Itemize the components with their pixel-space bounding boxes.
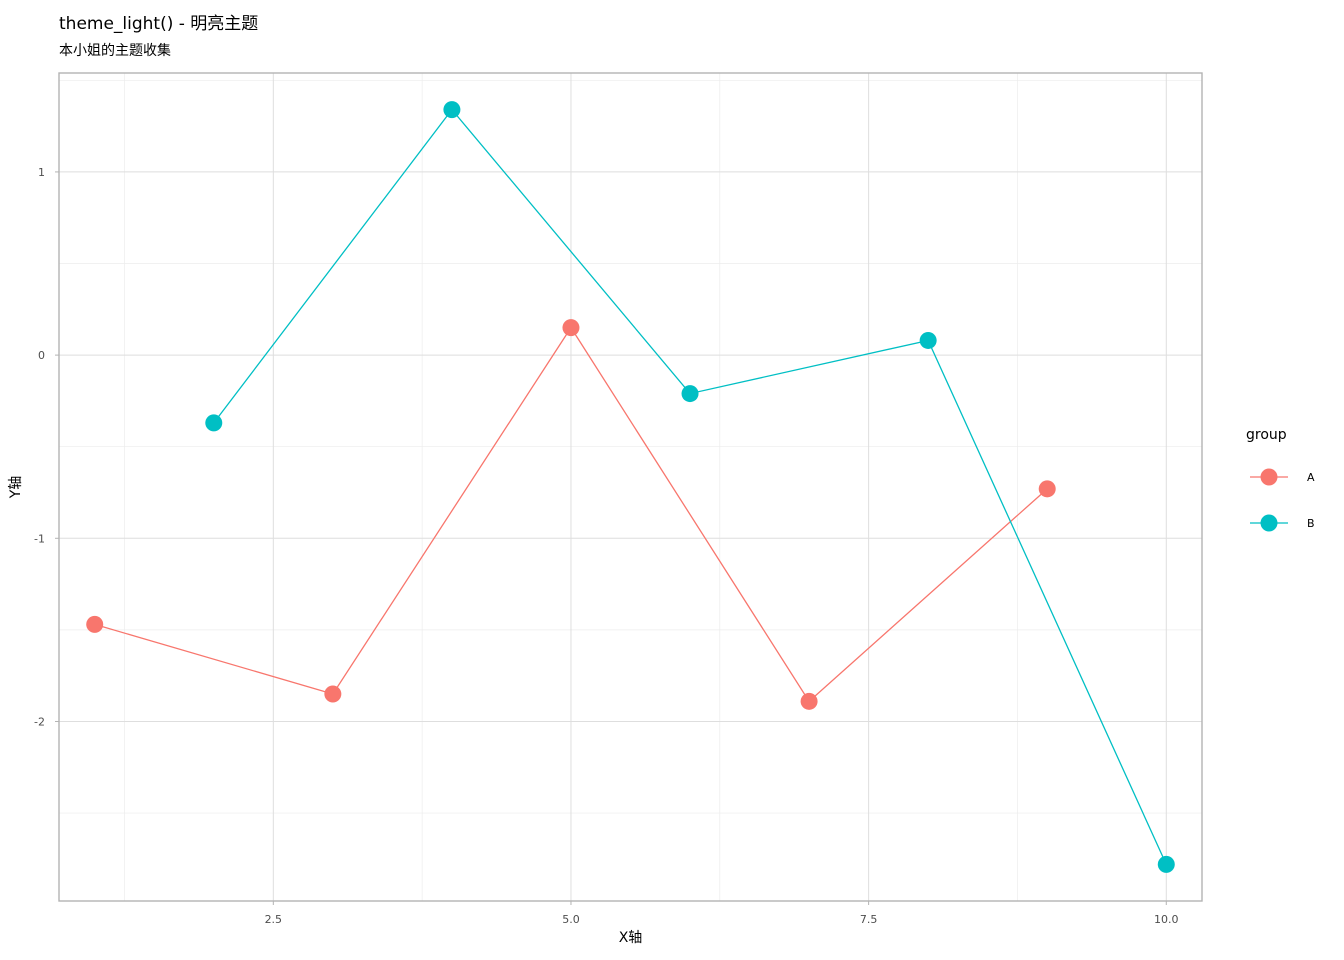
legend: group A B xyxy=(1246,427,1315,532)
data-point-B xyxy=(443,101,461,119)
x-tick-label: 2.5 xyxy=(265,913,283,926)
x-axis-ticks: 2.5 5.0 7.5 10.0 xyxy=(265,901,1179,926)
y-tick-label: -2 xyxy=(34,715,45,728)
series-line-B xyxy=(213,108,1167,865)
legend-label: B xyxy=(1307,517,1315,530)
y-tick-label: -1 xyxy=(34,532,45,545)
data-point-A xyxy=(86,615,104,633)
chart-title: theme_light() - 明亮主题 xyxy=(59,14,259,34)
minor-gridlines xyxy=(59,73,1202,901)
major-gridlines xyxy=(59,73,1202,901)
x-axis-title: X轴 xyxy=(619,930,643,946)
data-point-B xyxy=(205,414,223,432)
legend-item-B: B xyxy=(1250,514,1315,532)
data-point-B xyxy=(919,331,937,349)
y-tick-label: 1 xyxy=(38,166,45,179)
legend-key-point xyxy=(1260,468,1278,486)
data-point-B xyxy=(681,385,699,403)
data-point-B xyxy=(1157,855,1175,873)
y-axis-ticks: -2 -1 0 1 xyxy=(34,166,59,728)
legend-label: A xyxy=(1307,471,1315,484)
legend-title: group xyxy=(1246,427,1287,443)
series-layer xyxy=(86,101,1175,873)
panel-border xyxy=(58,72,1203,902)
data-point-A xyxy=(324,685,342,703)
x-tick-label: 5.0 xyxy=(562,913,580,926)
x-tick-label: 7.5 xyxy=(860,913,878,926)
data-point-A xyxy=(800,692,818,710)
series-A xyxy=(86,319,1056,710)
chart-subtitle: 本小姐的主题收集 xyxy=(59,43,171,59)
data-point-A xyxy=(1038,480,1056,498)
legend-item-A: A xyxy=(1250,468,1315,486)
y-tick-label: 0 xyxy=(38,349,45,362)
series-B xyxy=(205,101,1175,873)
data-point-A xyxy=(562,319,580,337)
y-axis-title: Y轴 xyxy=(8,476,24,500)
x-tick-label: 10.0 xyxy=(1154,913,1179,926)
legend-key-point xyxy=(1260,514,1278,532)
